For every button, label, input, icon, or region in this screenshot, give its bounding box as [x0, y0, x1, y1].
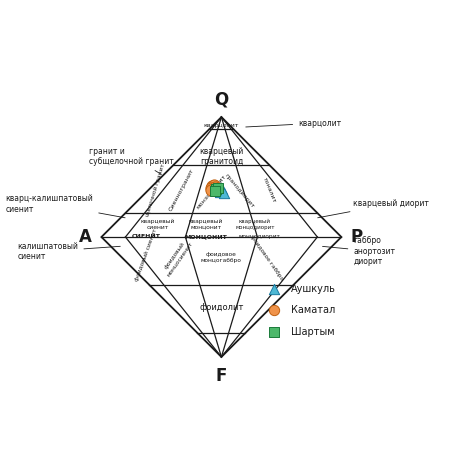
- Point: [211, 187, 219, 194]
- Text: кварцолит: кварцолит: [204, 123, 239, 128]
- Text: щелочной гранит: щелочной гранит: [145, 163, 166, 217]
- Point: [215, 185, 222, 193]
- Text: Сиенногранит: Сиенногранит: [168, 168, 195, 212]
- Text: фоидовый
монцосиенит: фоидовый монцосиенит: [161, 237, 193, 277]
- Point: [220, 189, 228, 196]
- Text: кварцолит: кварцолит: [246, 118, 341, 128]
- Text: СИЕНИТ: СИЕНИТ: [131, 234, 160, 239]
- Point: [270, 306, 278, 314]
- Text: кварц-калишпатовый
сиенит: кварц-калишпатовый сиенит: [6, 194, 125, 218]
- Text: F: F: [216, 366, 227, 384]
- Point: [212, 186, 220, 193]
- Point: [210, 181, 218, 189]
- Point: [217, 187, 225, 194]
- Point: [270, 285, 278, 292]
- Text: Q: Q: [214, 91, 228, 109]
- Point: [214, 184, 222, 192]
- Point: [209, 185, 217, 193]
- Text: Каматал: Каматал: [291, 305, 335, 315]
- Text: фоидовое
монцогаббро: фоидовое монцогаббро: [201, 252, 242, 263]
- Text: Аушкуль: Аушкуль: [291, 283, 336, 293]
- Text: Шартым: Шартым: [291, 327, 335, 337]
- Text: кварцевый
монцонит: кварцевый монцонит: [189, 219, 223, 229]
- Text: фоидовый сиенит: фоидовый сиенит: [134, 228, 158, 282]
- Point: [208, 186, 215, 194]
- Text: фоидолит: фоидолит: [199, 303, 244, 312]
- Text: монзогранит: монзогранит: [196, 173, 228, 210]
- Text: кварцевый
сиенит: кварцевый сиенит: [141, 219, 175, 229]
- Point: [209, 182, 216, 190]
- Text: гранит и
субщелочной гранит: гранит и субщелочной гранит: [90, 147, 174, 174]
- Point: [270, 328, 278, 336]
- Text: гранодиорит: гранодиорит: [224, 173, 255, 210]
- Text: фоидовое габбро: фоидовое габбро: [249, 234, 284, 281]
- Point: [211, 183, 219, 191]
- Text: МОНЦОНИТ: МОНЦОНИТ: [184, 234, 227, 239]
- Text: кварцевый
монцодиорит: кварцевый монцодиорит: [235, 219, 275, 229]
- Text: габбро
анортозит
диорит: габбро анортозит диорит: [322, 237, 395, 266]
- Text: калишпатовый
сиенит: калишпатовый сиенит: [18, 242, 120, 261]
- Text: A: A: [79, 228, 92, 246]
- Text: кварцевый
гранитоид: кварцевый гранитоид: [199, 147, 244, 166]
- Text: P: P: [351, 228, 363, 246]
- Point: [219, 186, 226, 193]
- Text: тоналит: тоналит: [262, 177, 277, 204]
- Text: монцодиорит: монцодиорит: [239, 234, 281, 239]
- Point: [216, 188, 224, 196]
- Text: кварцевый диорит: кварцевый диорит: [318, 200, 429, 218]
- Point: [207, 184, 214, 191]
